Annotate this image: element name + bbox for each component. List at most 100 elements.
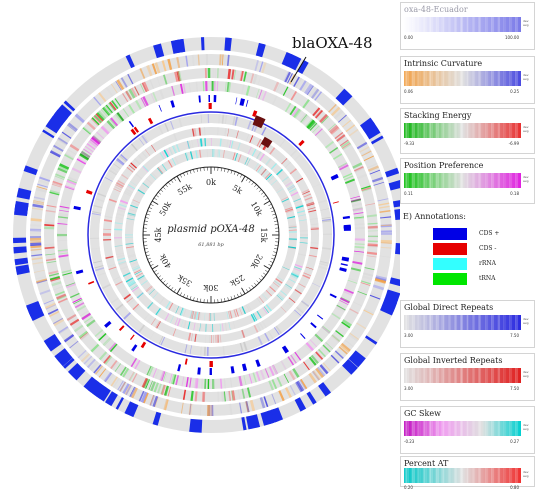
legend-side-label: dev avg <box>523 470 531 478</box>
inverted-repeats-ring-mark <box>211 335 212 343</box>
legend-title: Intrinsic Curvature <box>401 57 534 68</box>
axis-tick <box>156 195 159 197</box>
map-length: 61,881 bp <box>198 242 224 248</box>
position-ring-mark <box>57 234 67 236</box>
annotation-cds-plus-ring-mark <box>310 322 317 328</box>
legend-title: Global Direct Repeats <box>401 301 534 312</box>
annotation-cds-plus-ring-mark <box>198 95 200 102</box>
legend-max: 0.25 <box>510 89 519 94</box>
axis-tick-label: 0k <box>206 178 216 187</box>
annotation-cds-plus-ring-mark <box>177 364 181 371</box>
axis-tick <box>261 276 264 278</box>
axis-tick <box>180 174 182 177</box>
annotation-rrna: rRNA <box>433 258 533 270</box>
legend-title: Global Inverted Repeats <box>401 354 534 365</box>
annotation-cds-minus-ring-mark <box>298 140 304 146</box>
coverage-ring-mark <box>13 246 26 253</box>
axis-tick <box>272 214 275 215</box>
annotation-cds-minus-ring-mark <box>185 358 188 364</box>
annotation-cds-minus-ring-mark <box>333 201 339 203</box>
axis-tick <box>197 298 198 301</box>
axis-tick <box>221 299 222 302</box>
legend-min: -0.23 <box>404 439 414 444</box>
curvature-ring-mark <box>206 54 208 65</box>
position-ring-mark <box>212 379 214 389</box>
axis-tick <box>240 174 242 177</box>
axis-tick <box>221 168 222 171</box>
axis-tick <box>144 224 147 225</box>
map-title: plasmid pOXA-48 <box>167 224 254 235</box>
axis-tick <box>249 287 251 290</box>
axis-tick <box>231 170 232 173</box>
axis-tick <box>272 255 275 256</box>
position-ring-mark <box>212 81 213 91</box>
cds-plus-swatch <box>433 228 467 240</box>
gc-skew-ring-mark <box>300 234 308 235</box>
axis-tick-label: 5k <box>231 183 244 196</box>
axis-tick <box>171 287 173 290</box>
annotation-cds-plus-ring-mark <box>104 321 111 328</box>
axis-tick <box>246 289 248 292</box>
legend-max: 100.00 <box>505 35 519 40</box>
percent-at-ring-mark <box>210 313 211 321</box>
legend-side-label: dev avg <box>523 370 531 378</box>
axis-tick <box>265 198 268 200</box>
coverage-ring-mark <box>13 238 26 243</box>
axis-tick <box>237 173 238 176</box>
annotation-cds-plus-ring-mark <box>246 100 249 107</box>
legend-color-bar <box>404 123 521 138</box>
legend-title: oxa-48-Ecuador <box>401 3 534 14</box>
axis-tick-label: 25k <box>228 273 246 288</box>
direct-repeats-ring-mark <box>207 347 209 356</box>
cds-plus-label: CDS + <box>479 230 499 237</box>
legend-color-bar <box>404 71 521 86</box>
axis-tick <box>177 176 181 182</box>
axis-tick <box>252 285 254 288</box>
legend-side-label: dev avg <box>523 125 531 133</box>
axis-tick <box>144 221 147 222</box>
legend-max: 7.50 <box>510 386 519 391</box>
direct-repeats-line <box>88 112 334 358</box>
annotation-cds-plus-ring-mark <box>317 315 323 320</box>
axis-tick <box>168 182 170 185</box>
axis-tick-label: 30k <box>203 283 218 292</box>
axis-tick <box>259 278 262 280</box>
curvature-ring-mark <box>381 233 392 235</box>
axis-tick <box>200 168 201 171</box>
axis-tick <box>148 258 151 259</box>
axis-tick <box>148 211 151 212</box>
legend-color-bar <box>404 173 521 188</box>
axis-tick <box>242 288 246 294</box>
annotation-cds-plus-ring-mark <box>300 333 306 339</box>
axis-tick <box>240 292 242 295</box>
axis-tick <box>228 297 229 300</box>
axis-tick <box>144 248 147 249</box>
axis-tick <box>174 178 176 181</box>
legend-side-label: dev avg <box>523 423 531 431</box>
axis-tick <box>160 278 163 280</box>
curvature-ring-mark <box>210 405 212 416</box>
axis-tick-label: 50k <box>158 200 173 218</box>
axis-tick <box>193 169 194 172</box>
axis-tick <box>152 201 158 205</box>
stacking-ring-mark <box>44 226 54 229</box>
legend-side-label: dev avg <box>523 19 531 27</box>
axis-tick-label: 40k <box>158 252 173 270</box>
axis-tick <box>274 221 277 222</box>
axis-tick <box>200 299 201 302</box>
axis-tick <box>257 281 259 283</box>
legend-min: 0.06 <box>404 89 413 94</box>
legend-side-label: dev avg <box>523 317 531 325</box>
legend-color-bar <box>404 368 521 383</box>
annotation-heading: E) Annotations: <box>403 212 466 221</box>
stacking-ring-mark <box>208 68 211 78</box>
annotation-cds-plus-ring-mark <box>210 368 212 375</box>
axis-tick <box>187 295 188 298</box>
axis-tick-label: 45k <box>154 227 163 242</box>
axis-tick <box>259 189 262 191</box>
callout-label: blaOXA-48 <box>292 34 373 52</box>
